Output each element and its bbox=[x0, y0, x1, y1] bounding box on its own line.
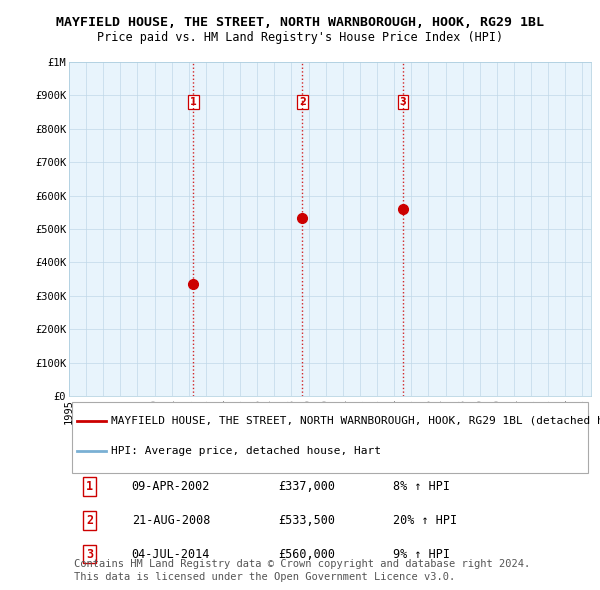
FancyBboxPatch shape bbox=[71, 402, 589, 473]
Text: 09-APR-2002: 09-APR-2002 bbox=[131, 480, 210, 493]
Text: 2: 2 bbox=[299, 97, 306, 107]
Text: 8% ↑ HPI: 8% ↑ HPI bbox=[392, 480, 449, 493]
Text: 04-JUL-2014: 04-JUL-2014 bbox=[131, 548, 210, 560]
Text: 3: 3 bbox=[400, 97, 406, 107]
Text: 9% ↑ HPI: 9% ↑ HPI bbox=[392, 548, 449, 560]
Text: £337,000: £337,000 bbox=[278, 480, 335, 493]
Text: 2: 2 bbox=[86, 514, 94, 527]
Text: 1: 1 bbox=[190, 97, 197, 107]
Text: MAYFIELD HOUSE, THE STREET, NORTH WARNBOROUGH, HOOK, RG29 1BL (detached ho...: MAYFIELD HOUSE, THE STREET, NORTH WARNBO… bbox=[111, 415, 600, 425]
Text: MAYFIELD HOUSE, THE STREET, NORTH WARNBOROUGH, HOOK, RG29 1BL: MAYFIELD HOUSE, THE STREET, NORTH WARNBO… bbox=[56, 16, 544, 29]
Text: 20% ↑ HPI: 20% ↑ HPI bbox=[392, 514, 457, 527]
Text: 1: 1 bbox=[86, 480, 94, 493]
Text: HPI: Average price, detached house, Hart: HPI: Average price, detached house, Hart bbox=[111, 445, 381, 455]
Text: £560,000: £560,000 bbox=[278, 548, 335, 560]
Text: 21-AUG-2008: 21-AUG-2008 bbox=[131, 514, 210, 527]
Text: £533,500: £533,500 bbox=[278, 514, 335, 527]
Text: 3: 3 bbox=[86, 548, 94, 560]
Text: Contains HM Land Registry data © Crown copyright and database right 2024.
This d: Contains HM Land Registry data © Crown c… bbox=[74, 559, 530, 582]
Text: Price paid vs. HM Land Registry's House Price Index (HPI): Price paid vs. HM Land Registry's House … bbox=[97, 31, 503, 44]
